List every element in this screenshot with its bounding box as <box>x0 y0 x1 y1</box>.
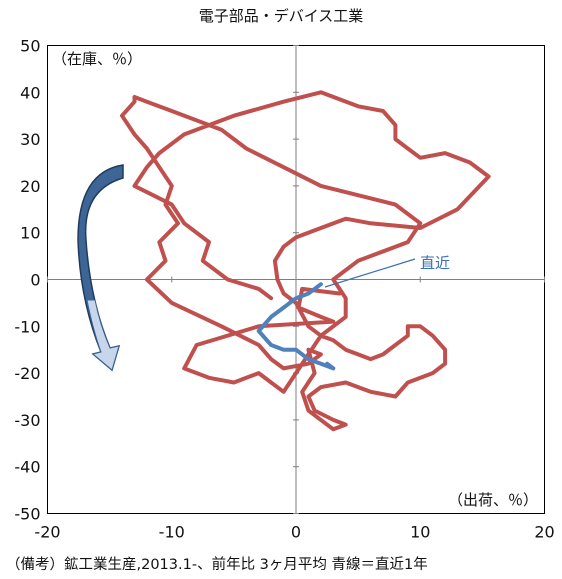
y-axis-label: （在庫、％） <box>52 50 142 68</box>
y-tick-label: -50 <box>14 505 40 524</box>
y-tick-label: 50 <box>20 37 40 56</box>
y-tick-label: 30 <box>20 130 40 149</box>
y-tick-label: 40 <box>20 83 40 102</box>
x-tick-label: 0 <box>291 523 301 542</box>
y-tick-label: -20 <box>14 364 40 383</box>
footnote: （備考）鉱工業生産,2013.1-、前年比 3ヶ月平均 青線＝直近1年 <box>6 557 428 573</box>
y-tick-label: 20 <box>20 177 40 196</box>
annotation-leader <box>324 258 416 288</box>
series-layer <box>120 90 491 432</box>
chart-title: 電子部品・デバイス工業 <box>199 7 364 25</box>
series-line-latest <box>256 282 336 371</box>
x-tick-label: -20 <box>34 523 60 542</box>
y-tick-label: -10 <box>14 317 40 336</box>
x-tick-label: 10 <box>410 523 430 542</box>
x-tick-label: 20 <box>534 523 554 542</box>
series-line-history <box>120 90 491 432</box>
latest-annotation: 直近 <box>420 254 450 272</box>
cycle-arrow-icon <box>77 164 124 372</box>
x-tick-label: -10 <box>159 523 185 542</box>
y-tick-label: -30 <box>14 411 40 430</box>
x-axis-label: （出荷、％） <box>448 491 538 509</box>
y-tick-label: -40 <box>14 458 40 477</box>
y-tick-label: 0 <box>30 271 40 290</box>
y-tick-label: 10 <box>20 224 40 243</box>
